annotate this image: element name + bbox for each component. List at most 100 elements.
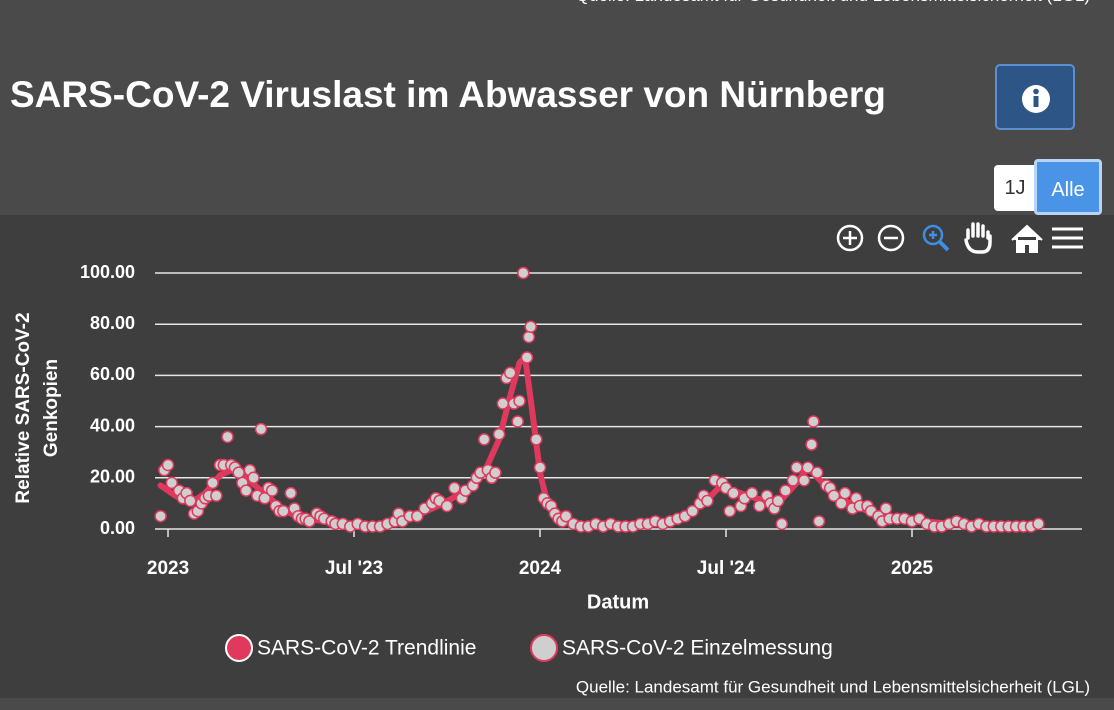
measurement-point [228, 461, 242, 474]
measurement-point [537, 492, 550, 505]
measurement-point [853, 499, 867, 513]
measurement-point [697, 489, 710, 502]
measurement-point [396, 515, 409, 528]
range-button[interactable]: 1J [994, 165, 1036, 211]
trend-line [157, 354, 1042, 530]
toolbar [836, 222, 1083, 254]
y-tick-label: 0.00 [100, 518, 135, 538]
measurement-point [544, 499, 558, 513]
measurement-point [898, 512, 911, 526]
range-button-active[interactable]: Alle [1034, 159, 1102, 215]
measurement-point [388, 515, 402, 528]
measurement-point [520, 351, 534, 364]
measurement-point [158, 463, 171, 477]
measurement-point [184, 494, 197, 508]
measurement-point [429, 492, 443, 505]
measurement-point [403, 509, 417, 523]
measurement-point [470, 471, 484, 485]
measurement-point [500, 371, 513, 385]
measurement-point [373, 520, 387, 533]
measurement-point [987, 520, 1001, 533]
measurement-point [466, 479, 480, 492]
measurement-point [686, 504, 699, 518]
page-title: SARS-CoV-2 Viruslast im Abwasser von Nür… [10, 74, 886, 115]
measurement-point [1024, 520, 1038, 533]
measurement-point [596, 520, 610, 533]
measurement-point [820, 479, 833, 492]
measurement-point [920, 517, 934, 531]
measurement-point [905, 515, 919, 528]
measurement-point [693, 497, 707, 510]
measurement-point [381, 517, 394, 531]
x-tick-label: Jul '23 [325, 558, 383, 579]
x-tick-label: 2025 [891, 558, 934, 579]
measurement-point [225, 458, 238, 472]
measurement-point [513, 394, 526, 408]
measurement-point [913, 512, 926, 526]
measurement-point [206, 476, 219, 490]
measurement-point [872, 509, 885, 523]
measurement-point [656, 517, 670, 531]
measurement-point [552, 512, 565, 526]
measurement-point [433, 494, 446, 508]
measurement-point [768, 502, 781, 515]
measurement-point [258, 492, 271, 505]
y-axis-title: Genkopien [41, 359, 62, 457]
measurement-point [678, 509, 692, 523]
measurement-point [176, 492, 190, 505]
measurement-point [883, 512, 896, 526]
measurement-point [786, 474, 800, 487]
measurement-point [807, 415, 820, 428]
measurement-point [325, 515, 338, 528]
measurement-point [440, 499, 454, 513]
measurement-point [879, 502, 893, 515]
measurement-point [172, 484, 186, 497]
measurement-point [217, 458, 231, 472]
measurement-point [247, 471, 260, 485]
info-button[interactable] [995, 64, 1075, 130]
measurement-point [738, 492, 751, 505]
measurement-point [418, 502, 431, 515]
measurement-point [835, 497, 848, 510]
measurement-point [890, 512, 904, 526]
measurement-point [805, 438, 818, 451]
measurement-point [481, 463, 495, 477]
measurement-point [455, 492, 469, 505]
measurement-point [972, 517, 986, 531]
measurement-point [604, 517, 617, 531]
measurement-point [626, 520, 640, 533]
measurement-point [775, 517, 789, 531]
measurement-point [262, 481, 275, 495]
source-text: Quelle: Landesamt für Gesundheit und Leb… [576, 0, 1090, 5]
measurement-point [827, 489, 841, 502]
source-text: Quelle: Landesamt für Gesundheit und Leb… [576, 677, 1090, 696]
measurement-point [671, 512, 684, 526]
info-icon [1022, 85, 1050, 113]
measurement-point [392, 507, 405, 520]
measurement-point [716, 476, 729, 490]
measurement-point [288, 502, 301, 515]
measurement-point [719, 481, 733, 495]
measurement-point [232, 466, 245, 479]
legend-swatch [530, 634, 558, 662]
measurement-point [965, 520, 978, 533]
measurement-point [489, 466, 502, 479]
measurement-point [284, 486, 298, 500]
y-tick-label: 80.00 [90, 313, 135, 333]
measurement-point [269, 499, 283, 513]
y-tick-label: 40.00 [90, 415, 135, 435]
measurement-point [574, 520, 588, 533]
measurement-point [823, 481, 837, 495]
measurement-point [265, 484, 279, 497]
measurement-point [358, 520, 372, 533]
measurement-point [492, 428, 506, 441]
measurement-point [202, 489, 216, 502]
measurement-point [477, 433, 491, 446]
measurement-point [154, 509, 167, 523]
measurement-point [641, 517, 655, 531]
measurement-point [1009, 520, 1023, 533]
measurement-point [779, 484, 792, 497]
x-axis-title: Datum [587, 591, 649, 613]
measurement-point [251, 489, 264, 502]
measurement-point [810, 466, 824, 479]
